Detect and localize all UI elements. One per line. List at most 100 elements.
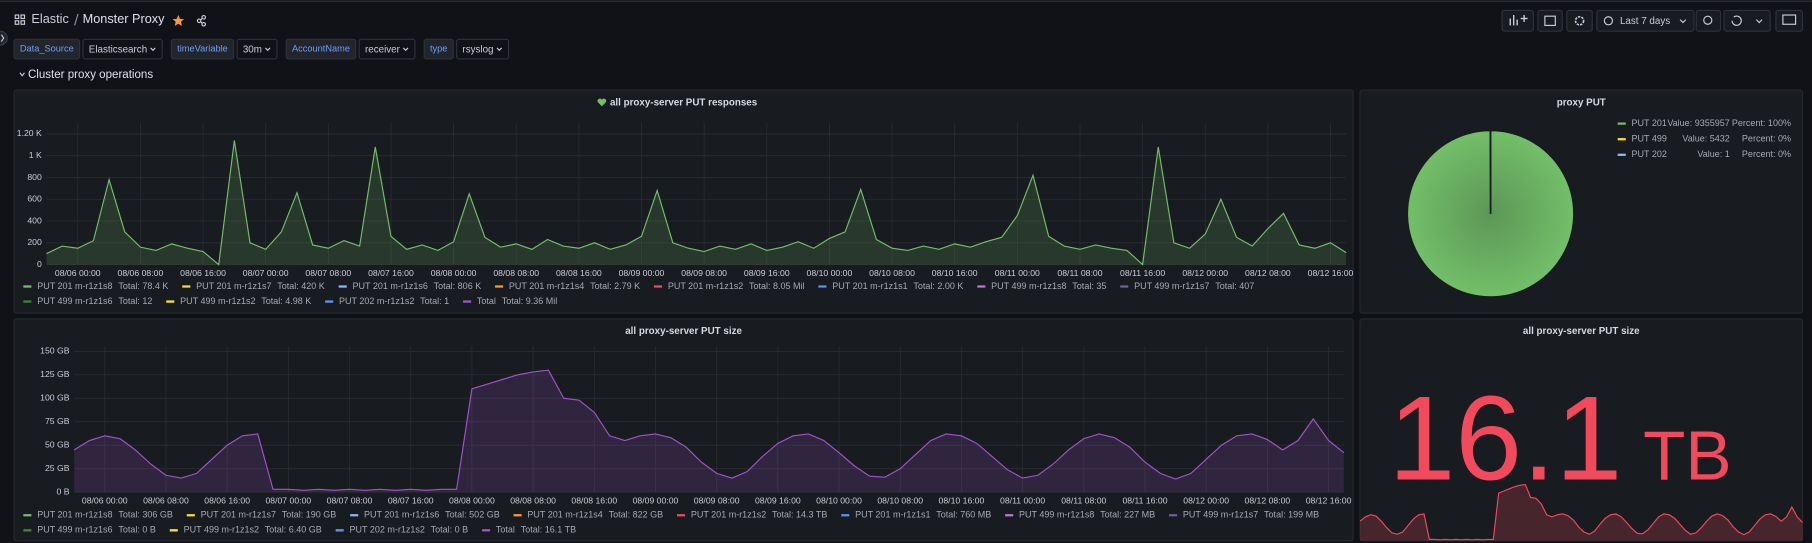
legend-item[interactable]: PUT 202 m-r1z1s2 Total: 0 B (335, 525, 469, 535)
panel-title: proxy PUT (1557, 97, 1606, 108)
x-tick-label: 08/07 00:00 (243, 268, 289, 278)
x-tick-label: 08/07 16:00 (388, 496, 434, 506)
legend-name: PUT 499 m-r1z1s7 (1134, 281, 1209, 291)
sidebar-chevron (0, 34, 5, 42)
share-icon[interactable] (196, 15, 207, 27)
variable-select[interactable] (456, 38, 510, 60)
variable-value: receiver (365, 44, 401, 55)
legend-item[interactable]: PUT 499 m-r1z1s7 Total: 407 (1120, 281, 1254, 291)
row-title[interactable]: Cluster proxy operations (28, 69, 153, 81)
legend-total: Total: 78.4 K (118, 281, 168, 291)
time-picker[interactable] (1596, 9, 1695, 32)
variables-bar: Data_Source Elasticsearch timeVariable 30m A… (13, 38, 510, 60)
breadcrumb-root[interactable]: Elastic (31, 12, 69, 26)
legend-item[interactable]: Total Total: 16.1 TB (482, 525, 576, 535)
legend-item[interactable]: PUT 201 m-r1z1s7 Total: 190 GB (186, 510, 337, 520)
x-tick-label: 08/10 08:00 (869, 268, 915, 278)
variable-select[interactable] (236, 38, 278, 60)
chevron (402, 47, 409, 52)
star-icon[interactable] (172, 15, 185, 26)
x-tick-label: 08/09 08:00 (694, 496, 740, 506)
row-chevron[interactable] (19, 72, 25, 77)
legend-item[interactable]: PUT 201 m-r1z1s1 Total: 760 MB (841, 510, 991, 520)
variable-label: AccountName (292, 44, 350, 54)
legend-total: Total: 822 GB (609, 510, 664, 520)
legend-item[interactable]: PUT 499 m-r1z1s7 Total: 199 MB (1169, 510, 1319, 520)
x-tick-label: 08/06 00:00 (82, 496, 128, 506)
legend-name: PUT 201 m-r1z1s4 (527, 510, 602, 520)
x-tick-label: 08/11 00:00 (995, 268, 1040, 278)
legend-item[interactable]: PUT 201 m-r1z1s2 Total: 8.05 Mil (653, 281, 805, 291)
x-tick-label: 08/12 16:00 (1308, 268, 1354, 278)
legend-item[interactable]: PUT 202 m-r1z1s2 Total: 1 (325, 296, 449, 306)
legend-item[interactable]: PUT 201 m-r1z1s6 Total: 502 GB (350, 510, 500, 520)
variable-select[interactable] (358, 38, 416, 60)
legend-item[interactable]: PUT 499 m-r1z1s2 Total: 6.40 GB (169, 525, 322, 535)
legend-total: Total: 2.00 K (913, 281, 963, 291)
settings-button[interactable] (1566, 9, 1593, 32)
x-tick-label: 08/06 16:00 (204, 496, 250, 506)
legend-item[interactable]: PUT 201 m-r1z1s7 Total: 420 K (182, 281, 325, 291)
time-range: Last 7 days (1620, 16, 1670, 27)
y-tick-label: 50 GB (45, 439, 70, 449)
x-tick-label: 08/07 00:00 (265, 496, 311, 506)
zoom-out-button[interactable] (1695, 9, 1722, 32)
tv-mode-button[interactable] (1775, 9, 1804, 32)
legend-total: Total: 407 (1215, 281, 1254, 291)
chevron (265, 47, 271, 52)
legend-name: PUT 201 m-r1z1s7 (196, 281, 271, 291)
variable-label: type (430, 44, 447, 54)
legend-item[interactable]: PUT 201 m-r1z1s8 Total: 306 GB (23, 510, 173, 520)
legend-value: Value: 5432 (1682, 134, 1729, 144)
x-tick-label: 08/11 08:00 (1061, 496, 1106, 506)
x-tick-label: 08/10 16:00 (932, 268, 978, 278)
legend-total: Total: 6.40 GB (265, 525, 322, 535)
legend-item[interactable]: PUT 201 m-r1z1s4 Total: 2.79 K (495, 281, 640, 291)
legend-total: Total: 306 GB (118, 510, 173, 520)
legend-item[interactable]: PUT 499 m-r1z1s8 Total: 227 MB (1005, 510, 1155, 520)
tv-icon (1782, 14, 1797, 25)
legend-item[interactable]: PUT 201 m-r1z1s4 Total: 822 GB (513, 510, 664, 520)
apps-icon[interactable] (14, 14, 26, 25)
x-tick-label: 08/10 00:00 (807, 268, 853, 278)
legend-item[interactable]: PUT 201 m-r1z1s6 Total: 806 K (338, 281, 482, 291)
y-tick-label: 125 GB (40, 369, 70, 379)
legend-value: Value: 1 (1697, 149, 1729, 159)
refresh-button[interactable] (1723, 9, 1771, 32)
x-tick-label: 08/10 08:00 (877, 496, 923, 506)
legend-total: Total: 1 (420, 296, 449, 306)
legend-item[interactable]: PUT 499 m-r1z1s6 Total: 0 B (23, 525, 156, 535)
x-tick-label: 08/07 08:00 (305, 268, 351, 278)
legend-item[interactable]: Total Total: 9.36 Mil (463, 296, 557, 306)
legend-name: Total (496, 525, 515, 535)
legend-name: PUT 201 m-r1z1s8 (37, 510, 112, 520)
legend-item[interactable]: PUT 201 m-r1z1s2 Total: 14.3 TB (676, 510, 827, 520)
legend-name: PUT 201 m-r1z1s4 (509, 281, 584, 291)
panel-content: all proxy-server PUT responses 0 200 400 600… (17, 97, 1354, 306)
legend-total: Total: 16.1 TB (521, 525, 576, 535)
x-tick-label: 08/11 16:00 (1122, 496, 1167, 506)
legend-name: Total (477, 296, 496, 306)
variable-label-box (423, 38, 454, 60)
variable-select[interactable] (82, 38, 163, 60)
legend-name: PUT 499 m-r1z1s2 (184, 525, 259, 535)
legend-item[interactable]: PUT 499 m-r1z1s8 Total: 35 (977, 281, 1106, 291)
legend-name: PUT 201 m-r1z1s6 (353, 281, 428, 291)
panel (13, 89, 1354, 314)
save-button[interactable] (1537, 9, 1563, 32)
x-tick-label: 08/09 16:00 (744, 268, 790, 278)
legend-name: PUT 202 m-r1z1s2 (350, 525, 425, 535)
x-tick-label: 08/12 16:00 (1306, 496, 1352, 506)
legend-value: Value: 9355957 (1667, 118, 1729, 128)
x-tick-label: 08/06 08:00 (118, 268, 164, 278)
y-tick-label: 1 K (29, 150, 42, 160)
x-tick-label: 08/10 00:00 (816, 496, 862, 506)
legend-item[interactable]: PUT 201 m-r1z1s8 Total: 78.4 K (23, 281, 168, 291)
x-tick-label: 08/06 16:00 (180, 268, 226, 278)
y-tick-label: 0 (37, 259, 42, 269)
legend-item[interactable]: PUT 201 m-r1z1s1 Total: 2.00 K (818, 281, 963, 291)
legend-item[interactable]: PUT 499 m-r1z1s6 Total: 12 (23, 296, 152, 306)
y-tick-label: 600 (27, 194, 42, 204)
legend-total: Total: 12 (118, 296, 152, 306)
legend-item[interactable]: PUT 499 m-r1z1s2 Total: 4.98 K (166, 296, 311, 306)
